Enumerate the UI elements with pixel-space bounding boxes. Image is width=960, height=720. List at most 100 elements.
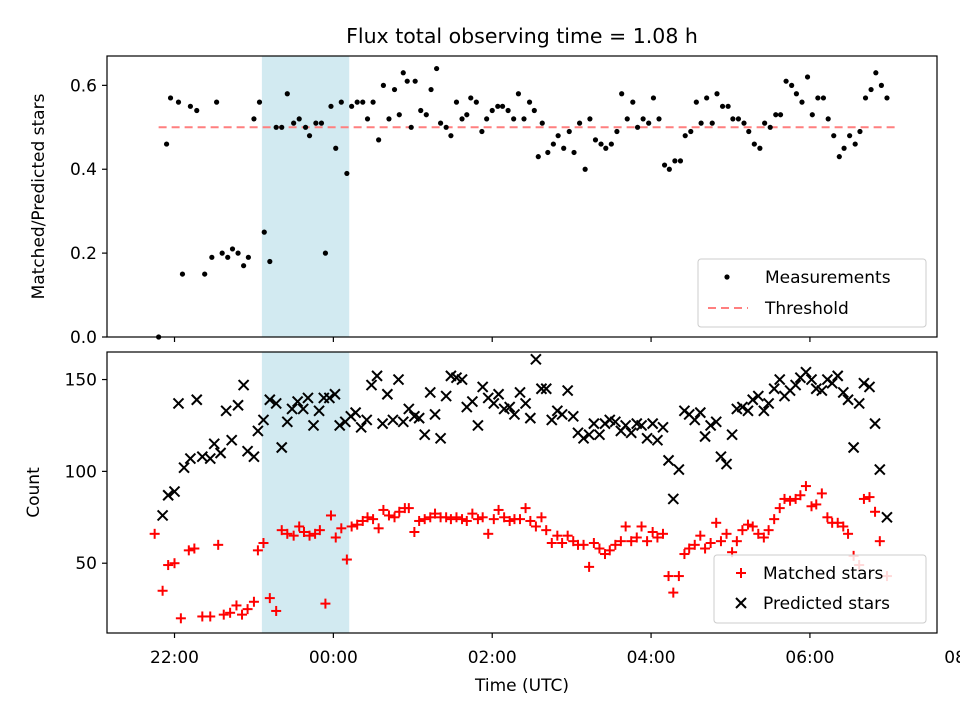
matched-star-point [541, 525, 552, 536]
measurement-point [273, 124, 279, 130]
matched-star-point [753, 528, 764, 539]
predicted-star-point [805, 373, 818, 386]
x-stroke-b [736, 401, 749, 413]
measurement-point [535, 154, 541, 160]
matched-star-point [832, 517, 843, 528]
matched-star-point [874, 536, 885, 547]
measurement-point [757, 145, 763, 151]
matched-star-point [457, 514, 468, 525]
measurement-point [386, 116, 392, 122]
x-stroke-b [874, 463, 886, 476]
matched-star-point [525, 515, 536, 526]
x-stroke-b [334, 419, 346, 432]
predicted-star-point [466, 395, 479, 408]
measurement-point [873, 70, 879, 76]
predicted-star-point [418, 428, 431, 441]
x-stroke-b [842, 394, 854, 406]
x-stroke-b [466, 395, 479, 408]
x-stroke-b [232, 399, 244, 411]
x-stroke-b [567, 410, 579, 422]
matched-star-point [294, 521, 305, 532]
predicted-star-point [657, 421, 669, 434]
x-stroke-b [572, 427, 584, 439]
measurement-point [434, 65, 440, 72]
matched-star-point [451, 512, 462, 523]
predicted-star-point [826, 377, 838, 389]
x-stroke-b [774, 373, 786, 386]
bottom-axes-frame [106, 351, 938, 634]
measurement-point [495, 103, 501, 109]
predicted-star-point [540, 383, 552, 395]
x-stroke-b [619, 419, 632, 432]
y-tick-label: 100 [65, 462, 97, 482]
matched-star-point [626, 536, 637, 547]
predicted-star-point [270, 397, 282, 410]
x-stroke-b [556, 408, 568, 421]
measurement-point [789, 82, 795, 88]
measurements-series [156, 65, 890, 340]
measurement-point [279, 124, 285, 130]
matched-star-point [282, 528, 293, 539]
measurement-point [640, 116, 646, 122]
predicted-star-point [361, 414, 373, 426]
x-stroke-b [593, 428, 606, 441]
measurement-point [376, 137, 382, 143]
measurement-point [688, 128, 694, 135]
x-stroke-b [191, 394, 203, 406]
predicted-star-point [609, 416, 622, 428]
matched-star-point [252, 545, 263, 556]
matched-star-point [472, 514, 483, 525]
y-tick-label: 0.6 [70, 76, 97, 96]
x-stroke-b [208, 438, 220, 450]
matched-star-point [747, 521, 758, 532]
predicted-star-point [726, 428, 738, 441]
x-stroke-b [604, 414, 616, 426]
x-stroke-b [476, 381, 489, 393]
x-stroke-b [492, 388, 505, 400]
x-stroke-b [689, 414, 701, 426]
x-stroke-b [482, 392, 494, 404]
predicted-star-point [424, 386, 436, 399]
x-stroke-b [220, 405, 232, 417]
x-stroke-b [387, 414, 399, 426]
measurement-point [539, 120, 545, 126]
matched-star-point [838, 521, 849, 532]
matched-star-point [647, 526, 658, 537]
predicted-star-point [476, 381, 489, 393]
predicted-star-point [863, 381, 876, 393]
measurement-point [608, 141, 614, 147]
measurement-point [751, 141, 757, 147]
bottom-x-axis: 22:00 00:00 02:00 04:00 06:00 08:00 [150, 633, 960, 668]
matched-star-point [414, 515, 425, 526]
x-stroke-b [264, 394, 276, 406]
measurement-point [682, 133, 688, 139]
measurement-point [437, 120, 444, 126]
legend-measurements-label: Measurements [765, 268, 891, 288]
predicted-star-point [488, 397, 500, 410]
x-stroke-b [514, 386, 526, 399]
matched-star-point [631, 532, 642, 543]
predicted-star-point [508, 408, 521, 421]
highlight-band-top [261, 56, 350, 337]
x-stroke-b [667, 493, 680, 505]
measurement-point [857, 128, 863, 135]
matched-star-point [615, 536, 626, 547]
x-stroke-b [673, 463, 685, 476]
predicted-star-point [689, 414, 701, 426]
predicted-star-point [440, 390, 452, 402]
x-stroke-b [349, 406, 362, 419]
predicted-star-point [349, 406, 362, 419]
measurement-point [773, 112, 779, 118]
x-stroke-b [156, 509, 169, 522]
predicted-star-point [758, 405, 770, 417]
highlight-band-bottom [261, 352, 350, 633]
predicted-star-point [248, 450, 260, 463]
predicted-star-point [214, 447, 227, 459]
measurement-point [777, 112, 784, 118]
matched-star-point [378, 504, 389, 515]
x-stroke-b [789, 379, 802, 391]
x-stroke-b [503, 401, 516, 413]
x-stroke-b [832, 370, 844, 382]
matched-star-point [258, 538, 269, 549]
